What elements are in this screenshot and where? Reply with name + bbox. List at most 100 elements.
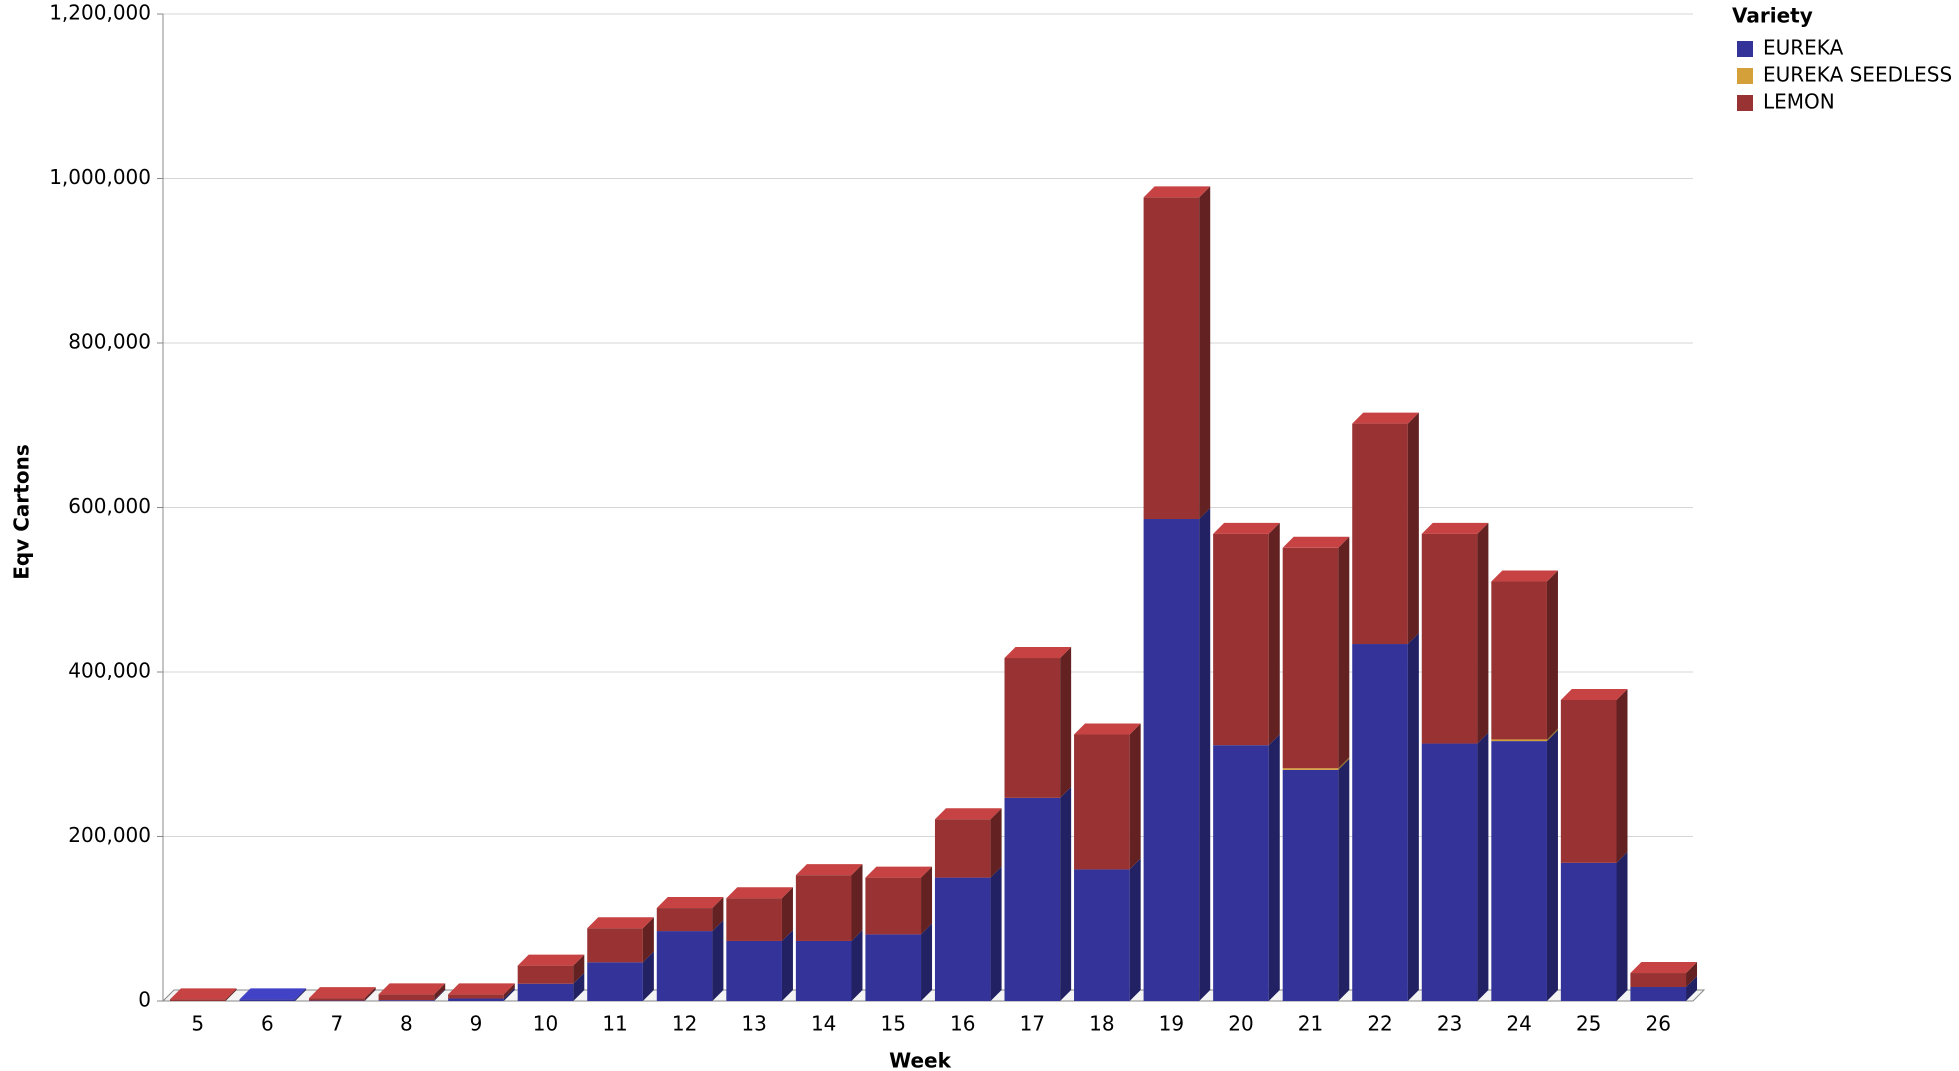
bar-side	[1268, 734, 1280, 1001]
bar-top	[1352, 412, 1419, 424]
bar-side	[573, 972, 585, 1001]
x-tick-label: 11	[602, 1012, 627, 1036]
bar-side	[642, 917, 654, 963]
x-tick-label: 17	[1020, 1012, 1045, 1036]
x-tick-label: 22	[1367, 1012, 1392, 1036]
bar-segment	[865, 877, 922, 935]
legend-label: LEMON	[1763, 90, 1835, 114]
bar-top	[587, 917, 654, 929]
y-tick-label: 400,000	[68, 659, 151, 683]
x-tick-label: 9	[470, 1012, 483, 1036]
bar-side	[1060, 647, 1072, 798]
bar-top	[1421, 522, 1489, 534]
bar-top	[795, 864, 863, 876]
bar-side	[1477, 732, 1489, 1001]
legend-swatch	[1737, 68, 1753, 84]
bar-segment	[378, 994, 435, 1001]
legend-label: EUREKA SEEDLESS	[1763, 63, 1952, 87]
y-tick-label: 1,200,000	[49, 1, 151, 25]
legend-swatch	[1737, 41, 1753, 57]
bar-segment	[1352, 644, 1408, 1001]
bar-segment	[378, 1000, 435, 1001]
x-tick-label: 18	[1089, 1012, 1114, 1036]
bar-segment	[1143, 519, 1200, 1001]
bar-segment	[1282, 547, 1339, 769]
bar-side	[781, 887, 793, 941]
bar-segment	[1560, 862, 1617, 1001]
x-tick-label: 19	[1159, 1012, 1184, 1036]
bar-segment	[1282, 769, 1339, 1001]
bar-segment	[1630, 987, 1687, 1001]
bar-top	[448, 983, 515, 995]
bar-side	[1338, 536, 1350, 769]
bar-top	[1143, 186, 1211, 198]
bar-side	[1477, 522, 1489, 744]
x-tick-label: 23	[1437, 1012, 1462, 1036]
x-tick-label: 20	[1228, 1012, 1253, 1036]
bar-segment	[1282, 768, 1339, 770]
bar-top	[1282, 536, 1350, 548]
bar-side	[364, 987, 376, 1001]
x-tick-label: 16	[950, 1012, 975, 1036]
bar-segment	[1004, 797, 1061, 1001]
legend-swatch	[1737, 95, 1753, 111]
y-tick-label: 0	[138, 988, 151, 1012]
bar-top	[1560, 688, 1628, 700]
bar-top	[865, 866, 933, 878]
x-tick-label: 7	[330, 1012, 343, 1036]
bar-segment	[1352, 423, 1408, 645]
y-tick-label: 600,000	[68, 494, 151, 518]
bar-side	[1407, 633, 1419, 1001]
bar-top	[239, 988, 307, 1000]
bar-segment	[795, 875, 852, 941]
x-tick-label: 25	[1576, 1012, 1601, 1036]
x-tick-label: 8	[400, 1012, 413, 1036]
bar-segment	[239, 999, 296, 1001]
bar-side	[642, 951, 654, 1001]
x-tick-label: 14	[811, 1012, 836, 1036]
bar-segment	[934, 877, 991, 1001]
bar-segment	[1143, 197, 1200, 520]
bar-side	[1338, 758, 1350, 1001]
bar-side	[1686, 962, 1698, 988]
bar-segment	[1074, 734, 1130, 870]
bar-segment	[934, 819, 991, 878]
bar-top	[656, 897, 724, 909]
bar-segment	[587, 928, 643, 963]
bar-segment	[448, 998, 504, 1001]
bar-side	[921, 866, 933, 935]
x-tick-label: 12	[672, 1012, 697, 1036]
x-tick-label: 15	[881, 1012, 906, 1036]
bar-side	[1060, 786, 1072, 1001]
bar-segment	[1421, 533, 1478, 744]
bar-segment	[1630, 973, 1687, 988]
y-tick-label: 800,000	[68, 330, 151, 354]
bar-segment	[1213, 745, 1269, 1001]
bar-segment	[795, 940, 852, 1001]
bar-side	[1546, 728, 1558, 742]
bar-side	[364, 989, 376, 1001]
bar-side	[990, 866, 1002, 1001]
bar-side	[503, 983, 515, 999]
x-tick-label: 6	[261, 1012, 274, 1036]
bar-side	[1199, 186, 1211, 520]
bar-side	[503, 987, 515, 1001]
bar-top	[1074, 723, 1141, 735]
bar-top	[1630, 962, 1698, 974]
bar-side	[573, 954, 585, 984]
y-axis-label: Eqv Cartons	[10, 444, 34, 579]
bar-segment	[587, 962, 643, 1001]
x-tick-label: 21	[1298, 1012, 1323, 1036]
bar-segment	[656, 908, 713, 932]
bar-top	[1213, 522, 1280, 534]
bar-segment	[169, 999, 226, 1001]
bar-side	[921, 923, 933, 1001]
bar-segment	[865, 934, 922, 1001]
bar-side	[225, 988, 237, 1001]
bar-top	[309, 987, 376, 999]
bar-segment	[309, 998, 365, 1001]
bar-top	[1004, 647, 1072, 659]
x-tick-label: 13	[741, 1012, 766, 1036]
bar-side	[1546, 570, 1558, 740]
